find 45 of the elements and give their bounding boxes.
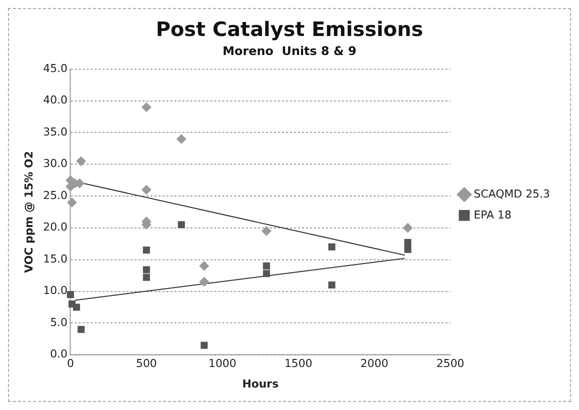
point	[76, 156, 86, 166]
point	[178, 221, 185, 228]
legend-label: SCAQMD 25.3	[474, 187, 550, 200]
point	[404, 246, 412, 253]
point	[142, 246, 150, 254]
point	[141, 102, 152, 112]
chart-title: Post Catalyst Emissions	[156, 18, 424, 42]
point	[328, 281, 336, 289]
point	[328, 243, 336, 250]
chart-subtitle: Moreno Units 8 & 9	[222, 44, 356, 58]
y-axis-title: VOC ppm @ 15% O2	[22, 151, 36, 273]
y-tick-label: 40.0	[43, 94, 68, 107]
point	[199, 276, 210, 287]
x-axis-title: Hours	[242, 377, 279, 390]
point	[200, 342, 208, 349]
y-tick-label: 10.0	[43, 284, 68, 298]
point	[78, 326, 85, 333]
x-tick-label: 0	[66, 357, 74, 370]
y-tick-label: 35.0	[43, 125, 68, 138]
point	[176, 134, 186, 144]
y-tick-label: 25.0	[43, 188, 68, 202]
y-tick-label: 0.0	[50, 348, 68, 361]
point	[402, 222, 413, 233]
point	[262, 262, 270, 270]
y-tick-label: 15.0	[43, 252, 68, 266]
point	[199, 260, 210, 271]
x-tick-label: 500	[136, 357, 157, 370]
y-tick-label: 5.0	[50, 316, 68, 329]
x-tick-label: 1000	[208, 357, 236, 370]
point	[404, 238, 412, 246]
point	[142, 266, 150, 274]
x-tick-label: 2000	[360, 357, 388, 370]
y-tick-label: 20.0	[43, 220, 68, 234]
point	[261, 226, 272, 236]
point	[141, 184, 152, 195]
x-tick-label: 2500	[436, 357, 464, 370]
point	[142, 274, 150, 281]
point	[262, 270, 270, 278]
legend-label: EPA 18	[474, 208, 512, 222]
point	[73, 304, 80, 311]
point	[66, 290, 74, 298]
x-tick-label: 1500	[284, 357, 312, 370]
y-tick-label: 45.0	[43, 62, 68, 75]
y-tick-label: 30.0	[43, 157, 68, 170]
point	[67, 197, 77, 208]
